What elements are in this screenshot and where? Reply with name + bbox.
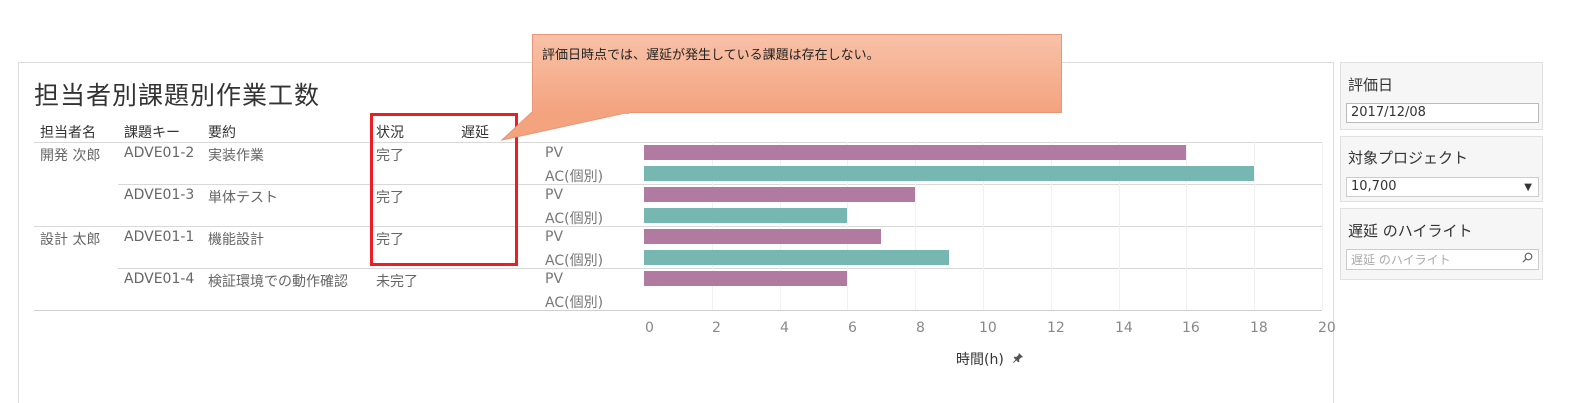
x-axis-tick-label: 4: [780, 320, 789, 336]
sheet-title: 担当者別課題別作業工数: [34, 81, 321, 110]
gridline: [915, 142, 916, 310]
measure-label-pv: PV: [545, 187, 564, 203]
x-axis-tick-label: 2: [712, 320, 721, 336]
bar-pv[interactable]: [644, 229, 881, 244]
project-dropdown[interactable]: 10,700 ▼: [1346, 177, 1539, 197]
x-axis-tick-label: 14: [1115, 320, 1133, 336]
x-axis-tick-label: 18: [1250, 320, 1268, 336]
gridline: [1254, 142, 1255, 310]
chevron-down-icon[interactable]: ▼: [1524, 182, 1532, 193]
cell-issue-key: ADVE01-2: [124, 145, 195, 161]
cell-issue-key: ADVE01-1: [124, 229, 195, 245]
x-axis-title-text: 時間(h): [956, 352, 1004, 368]
gridline: [1322, 142, 1323, 310]
filter-card-eval-date: 評価日 2017/12/08: [1340, 62, 1543, 130]
cell-summary: 機能設計: [208, 232, 264, 248]
x-axis-tick-label: 0: [645, 320, 654, 336]
delay-highlight-search-input[interactable]: [1346, 249, 1539, 270]
column-header-assignee[interactable]: 担当者名: [40, 125, 96, 141]
row-divider: [118, 268, 1322, 269]
measure-label-pv: PV: [545, 229, 564, 245]
x-axis-title: 時間(h): [956, 349, 1024, 369]
filter-title-eval-date: 評価日: [1348, 76, 1394, 94]
filter-card-project: 対象プロジェクト 10,700 ▼: [1340, 136, 1543, 202]
cell-summary: 検証環境での動作確認: [208, 274, 348, 290]
measure-label-ac: AC(個別): [545, 295, 604, 311]
cell-status: 完了: [376, 232, 404, 248]
gridline: [780, 142, 781, 310]
bar-pv[interactable]: [644, 187, 915, 202]
x-axis-tick-label: 6: [848, 320, 857, 336]
measure-label-ac: AC(個別): [545, 211, 604, 227]
cell-issue-key: ADVE01-4: [124, 271, 195, 287]
bar-pv[interactable]: [644, 271, 847, 286]
cell-assignee: 設計 太郎: [40, 232, 101, 248]
eval-date-field[interactable]: 2017/12/08: [1346, 103, 1539, 123]
gridline: [712, 142, 713, 310]
annotation-callout[interactable]: 評価日時点では、遅延が発生している課題は存在しない。: [532, 34, 1062, 113]
measure-label-ac: AC(個別): [545, 169, 604, 185]
column-header-status[interactable]: 状況: [376, 125, 404, 141]
x-axis-tick-label: 16: [1182, 320, 1200, 336]
bar-ac[interactable]: [644, 208, 847, 223]
measure-label-pv: PV: [545, 145, 564, 161]
gridline: [983, 142, 984, 310]
cell-status: 未完了: [376, 274, 418, 290]
filter-card-delay-highlight: 遅延 のハイライト: [1340, 208, 1543, 280]
cell-assignee: 開発 次郎: [40, 148, 101, 164]
bar-pv[interactable]: [644, 145, 1186, 160]
cell-status: 完了: [376, 148, 404, 164]
cell-status: 完了: [376, 190, 404, 206]
row-divider: [118, 184, 1322, 185]
x-axis-tick-label: 10: [979, 320, 997, 336]
column-header-summary[interactable]: 要約: [208, 125, 236, 141]
column-header-delay[interactable]: 遅延: [461, 125, 489, 141]
status-delay-highlight-frame: [370, 113, 518, 266]
x-axis-tick-label: 8: [916, 320, 925, 336]
eval-date-value: 2017/12/08: [1351, 105, 1426, 120]
bar-ac[interactable]: [644, 166, 1254, 181]
annotation-text: 評価日時点では、遅延が発生している課題は存在しない。: [542, 48, 880, 63]
column-header-issue-key[interactable]: 課題キー: [124, 125, 180, 141]
search-icon[interactable]: [1522, 252, 1533, 266]
gridline: [847, 142, 848, 310]
x-axis-tick-label: 12: [1047, 320, 1065, 336]
row-divider: [34, 226, 1322, 227]
filter-title-delay-highlight: 遅延 のハイライト: [1348, 222, 1473, 240]
gridline: [1186, 142, 1187, 310]
cell-summary: 実装作業: [208, 148, 264, 164]
measure-label-ac: AC(個別): [545, 253, 604, 269]
bar-ac[interactable]: [644, 250, 949, 265]
measure-label-pv: PV: [545, 271, 564, 287]
x-axis-tick-label: 20: [1318, 320, 1336, 336]
cell-summary: 単体テスト: [208, 190, 278, 206]
row-divider: [34, 142, 1322, 143]
filter-title-project: 対象プロジェクト: [1348, 149, 1469, 167]
callout-pointer: [500, 112, 631, 141]
gridline: [1051, 142, 1052, 310]
pin-icon[interactable]: [1012, 352, 1024, 368]
gridline: [1119, 142, 1120, 310]
cell-issue-key: ADVE01-3: [124, 187, 195, 203]
project-dropdown-value: 10,700: [1351, 179, 1397, 194]
row-divider: [34, 310, 1322, 311]
